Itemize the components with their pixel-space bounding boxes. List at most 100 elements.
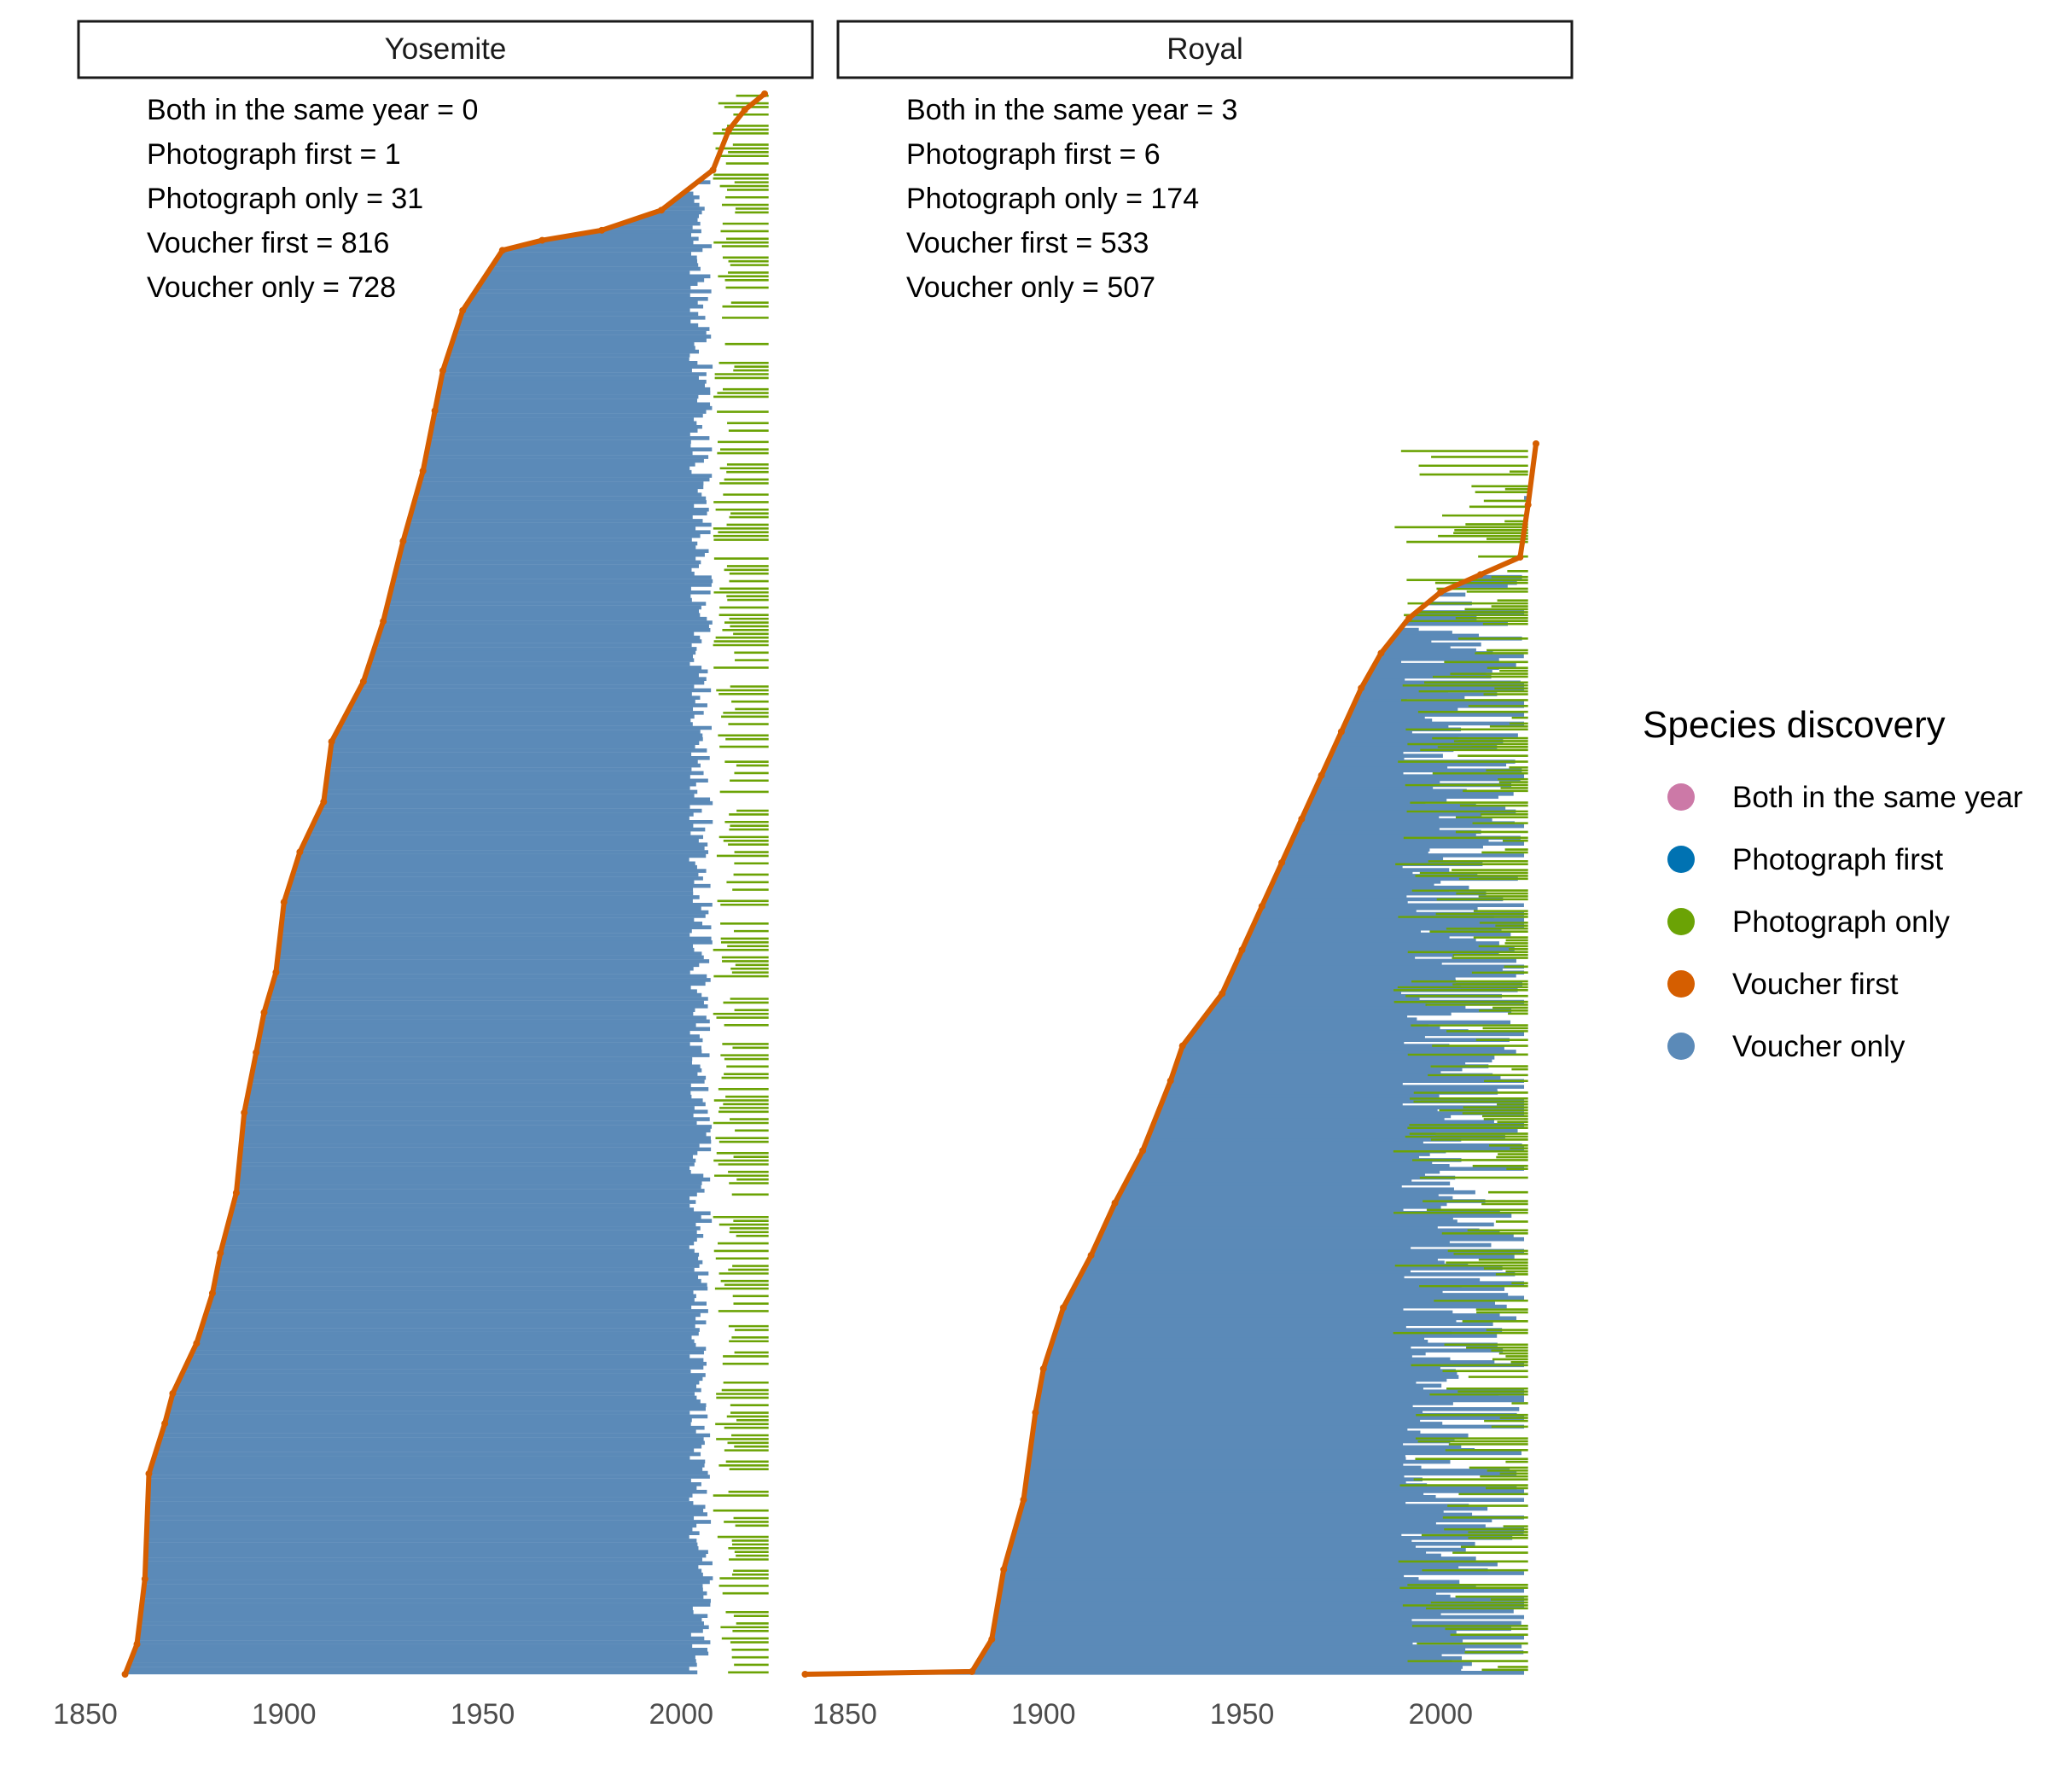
x-tick-label: 1950 [1210,1698,1275,1731]
legend-label: Photograph first [1732,843,1943,876]
facet-strip [77,20,814,79]
x-axis-ticks: 1850 1900 1950 2000 [53,1698,713,1731]
voucher-first-point [1258,903,1265,911]
voucher-first-point [761,90,769,97]
legend-title: Species discovery [1643,704,1946,746]
voucher-first-line [805,443,1539,1677]
voucher-first-point [217,1249,224,1257]
voucher-first-point [741,106,748,113]
voucher-first-point [1087,1252,1095,1260]
count-labels: Both in the same year = 0 Photograph firs… [147,94,478,304]
voucher-first-point [419,467,427,474]
voucher-first-point [141,1575,148,1583]
voucher-first-point [1298,815,1306,823]
voucher-first-point [968,1667,975,1675]
count-label: Voucher only = 728 [147,271,396,304]
voucher-first-point [459,306,467,314]
legend: Species discovery Both in the same year Ph… [1643,704,2023,1063]
voucher-first-point [1060,1304,1068,1312]
legend-swatch [1667,846,1695,873]
voucher-first-point [431,407,439,415]
legend-label: Photograph only [1732,905,1950,939]
x-tick-label: 1850 [53,1698,118,1731]
facet-strip [836,20,1574,79]
voucher-first-point [1238,946,1246,954]
legend-swatch [1667,1033,1695,1060]
voucher-first-point [598,226,606,234]
voucher-first-curve [121,90,769,1678]
voucher-first-point [272,969,280,976]
voucher-first-point [1000,1566,1008,1574]
facet-panels: Yosemite Both in the same year = 0 Photogr… [53,20,1574,1731]
voucher-first-point [498,247,506,254]
species-segments [125,94,769,1675]
count-label: Both in the same year = 0 [147,94,478,126]
voucher-first-point [988,1636,996,1644]
x-tick-label: 1900 [252,1698,317,1731]
voucher-first-point [328,738,335,746]
count-label: Photograph first = 6 [906,138,1161,171]
count-label: Photograph only = 31 [147,183,423,215]
voucher-first-curve [801,440,1539,1678]
voucher-first-point [380,618,387,625]
voucher-first-point [1476,571,1484,579]
count-label: Voucher first = 816 [147,227,389,259]
x-tick-label: 2000 [649,1698,713,1731]
voucher-first-point [161,1420,169,1428]
voucher-first-point [1219,990,1226,998]
panel-royal: Royal Both in the same year = 3 Photograph… [801,20,1574,1731]
legend-swatch [1667,970,1695,998]
x-axis-ticks: 1850 1900 1950 2000 [812,1698,1473,1731]
legend-label: Both in the same year [1732,781,2023,814]
voucher-first-point [1278,858,1286,866]
species-segments [898,450,1529,1675]
voucher-first-point [1111,1199,1119,1207]
count-label: Both in the same year = 3 [906,94,1237,126]
x-tick-label: 1850 [812,1698,877,1731]
count-label: Photograph only = 174 [906,183,1199,215]
x-tick-label: 1950 [451,1698,515,1731]
voucher-first-point [1405,614,1413,622]
voucher-first-point [121,1671,129,1678]
voucher-first-point [1377,649,1385,657]
voucher-first-point [399,538,407,545]
voucher-first-point [658,207,665,214]
voucher-first-point [1524,501,1532,509]
voucher-first-point [1020,1496,1027,1504]
facet-strip-label: Royal [1167,32,1242,66]
voucher-first-point [1337,728,1345,736]
count-label: Photograph first = 1 [147,138,401,171]
x-tick-label: 2000 [1408,1698,1473,1731]
voucher-first-point [1533,440,1539,447]
voucher-first-point [1039,1365,1047,1373]
voucher-first-point [280,899,288,906]
voucher-first-point [145,1469,153,1477]
panel-yosemite: Yosemite Both in the same year = 0 Photogr… [53,20,814,1731]
voucher-first-point [208,1289,216,1297]
voucher-first-point [241,1108,248,1116]
voucher-first-point [725,126,733,134]
voucher-first-point [709,166,717,174]
voucher-first-point [320,798,328,806]
voucher-first-point [1139,1147,1147,1155]
legend-swatch [1667,783,1695,811]
voucher-first-point [169,1389,177,1397]
legend-swatch [1667,908,1695,935]
voucher-first-point [133,1640,141,1648]
voucher-first-point [439,367,446,375]
voucher-first-point [1437,588,1445,596]
voucher-first-point [538,236,546,244]
count-label: Voucher only = 507 [906,271,1155,304]
legend-label: Voucher only [1732,1030,1905,1063]
voucher-first-point [359,678,367,685]
voucher-first-point [253,1049,260,1056]
count-label: Voucher first = 533 [906,227,1149,259]
voucher-first-point [1358,684,1365,692]
legend-label: Voucher first [1732,968,1899,1001]
x-tick-label: 1900 [1011,1698,1076,1731]
voucher-first-point [801,1671,809,1678]
count-labels: Both in the same year = 3 Photograph firs… [906,94,1237,304]
voucher-first-point [260,1009,268,1016]
voucher-first-point [296,848,304,856]
